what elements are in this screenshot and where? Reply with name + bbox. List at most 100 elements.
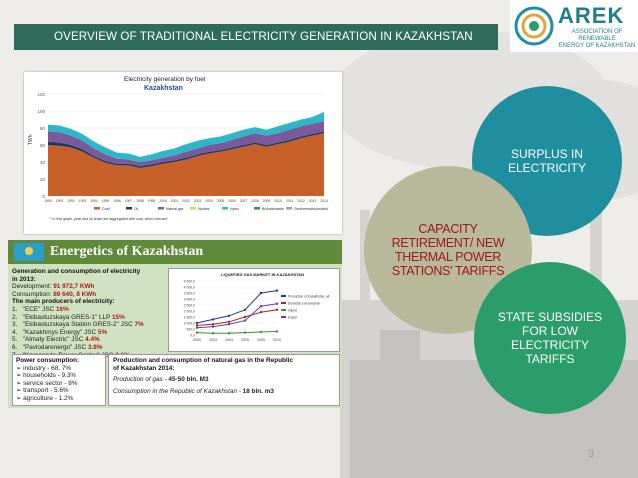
logo-subtitle: ASSOCIATION OF RENEWABLE ENERGY OF KAZAK… [558, 29, 636, 50]
legend-label: Nuclear [198, 207, 211, 211]
gas-market-chart-box: LIQUEFIED GAS MARKET IN KAZAKHSTAN 4 500,… [168, 268, 340, 352]
legend-label: Import [288, 309, 297, 313]
line-point [227, 332, 231, 335]
energetics-panel: Energetics of Kazakhstan Generation and … [8, 240, 342, 408]
x-tick-label: 2014 [320, 199, 328, 203]
power-item: ➢ households - 9.3% [16, 372, 77, 380]
line-point [259, 311, 263, 314]
legend-swatch [126, 207, 132, 210]
consumption-label: Consumption: [12, 290, 52, 298]
energetics-header: Energetics of Kazakhstan [8, 240, 342, 264]
legend-swatch [190, 207, 196, 210]
consumption-value: 89 640, 8 KWh [53, 290, 97, 298]
producer-item: 4. "Kazakhmys Energy" JSC 5% [12, 328, 108, 336]
chart-title: Electricity generation by fuel [124, 76, 206, 83]
y-tick-label: 3 500,0 [184, 292, 195, 296]
generation-chart-panel: Electricity generation by fuel Kazakhstan… [24, 72, 342, 234]
line-point [259, 305, 263, 308]
page-number: 3 [588, 448, 595, 460]
x-tick-label: 2013 [309, 199, 317, 203]
x-tick-label: 1991 [56, 199, 64, 203]
line-point [227, 323, 231, 326]
y-tick-label: 100 [37, 109, 45, 114]
y-axis-label: TWh [28, 134, 34, 145]
x-tick-label: 1992 [67, 199, 75, 203]
legend-label: Coal* [102, 207, 111, 211]
gas-consumption-line: Consumption in the Republic of Kazakhsta… [113, 388, 293, 396]
y-tick-label: 1 500,0 [184, 316, 195, 320]
development-label: Development: [12, 283, 52, 291]
line-point [275, 289, 279, 292]
legend-swatch [281, 302, 286, 304]
gas-production-label: Production of gas - [113, 376, 167, 384]
arek-swirl-icon [514, 6, 554, 46]
capacity-line2: RETIREMENT/ NEW [391, 236, 505, 250]
x-tick-label: 2012 [297, 199, 305, 203]
producer-item: 1. "ECE" JSC 16% [12, 305, 69, 313]
x-tick-label: 2004 [225, 338, 233, 342]
legend-label: Production of Kazakhstan, all [288, 295, 330, 299]
x-tick-label: 2004 [205, 199, 213, 203]
producer-item: 3. "Ekibastuzskaya Station GRES-2" JSC 7… [12, 321, 144, 329]
power-items: ➢ industry - 68, 7% ➢ households - 9.3% ➢ … [16, 365, 79, 403]
line-point [227, 320, 231, 323]
x-tick-label: 2010 [273, 338, 281, 342]
y-tick-label: 2 000,0 [184, 310, 195, 314]
legend-label: Hydro [230, 207, 239, 211]
x-tick-label: 1996 [113, 199, 121, 203]
y-tick-label: 4 500,0 [184, 280, 195, 284]
line-point [211, 332, 215, 335]
legend-swatch [281, 316, 286, 318]
x-tick-label: 1993 [79, 199, 87, 203]
gas-consumption-value: 18 bln. m3 [242, 387, 274, 395]
logo-subtitle-line1: ASSOCIATION OF RENEWABLE [571, 29, 623, 42]
x-tick-label: 2002 [182, 199, 190, 203]
line-series [196, 290, 278, 324]
line-point [211, 318, 215, 321]
y-tick-label: 120 [37, 92, 45, 97]
x-tick-label: 2008 [251, 199, 259, 203]
legend-swatch [281, 295, 286, 297]
gas-market-line-chart: LIQUEFIED GAS MARKET IN KAZAKHSTAN 4 500,… [184, 272, 330, 342]
x-tick-label: 1997 [125, 199, 133, 203]
line-point [243, 319, 247, 322]
y-tick-label: 4 000,0 [184, 286, 195, 290]
legend-swatch [94, 207, 100, 210]
x-tick-label: 2001 [171, 199, 179, 203]
area-series-natural-gas [48, 121, 324, 167]
legend-label: Domestic consumption [288, 302, 320, 306]
power-consumption-box: Power consumption: ➢ industry - 68, 7% ➢ … [12, 354, 106, 406]
chart-footnote: * In this graph, peat and oil shale are … [50, 217, 168, 221]
line-point [243, 315, 247, 319]
line-point [195, 324, 199, 327]
x-tick-label: 2000 [193, 338, 201, 342]
legend-swatch [281, 309, 286, 311]
gas-title-1: Production and consumption of natural ga… [113, 357, 294, 364]
legend-swatch [254, 207, 260, 210]
legend-swatch [286, 207, 292, 210]
x-tick-label: 1998 [136, 199, 144, 203]
surplus-line2: ELECTRICITY [507, 161, 586, 175]
y-tick-label: 40 [40, 160, 46, 165]
y-tick-label: 3 000,0 [184, 298, 195, 302]
title-banner: OVERVIEW OF TRADITIONAL ELECTRICITY GENE… [14, 24, 498, 50]
x-tick-label: 2006 [228, 199, 236, 203]
line-point [227, 314, 231, 317]
chart-subtitle: Kazakhstan [144, 85, 183, 92]
producer-item: 6. "Pavlodarenergo" JSC 3.8% [12, 343, 103, 351]
producer-item: 5. "Almaty Electric" JSC 4.4% [12, 336, 100, 344]
x-tick-label: 2000 [159, 199, 167, 203]
flag-icon [14, 243, 44, 261]
line-point [211, 325, 215, 328]
line-point [275, 308, 279, 311]
line-point [259, 291, 263, 295]
line-point [243, 308, 247, 311]
x-tick-label: 2007 [240, 199, 248, 203]
y-tick-label: 2 500,0 [184, 304, 195, 308]
x-tick-label: 1995 [102, 199, 110, 203]
line-point [211, 323, 215, 326]
gas-consumption-label: Consumption in the Republic of Kazakhsta… [113, 387, 241, 395]
gen-title-2: in 2013: [12, 275, 36, 283]
x-tick-label: 2010 [274, 199, 282, 203]
gas-title-2: of Kazakhstan 2014: [113, 364, 175, 372]
